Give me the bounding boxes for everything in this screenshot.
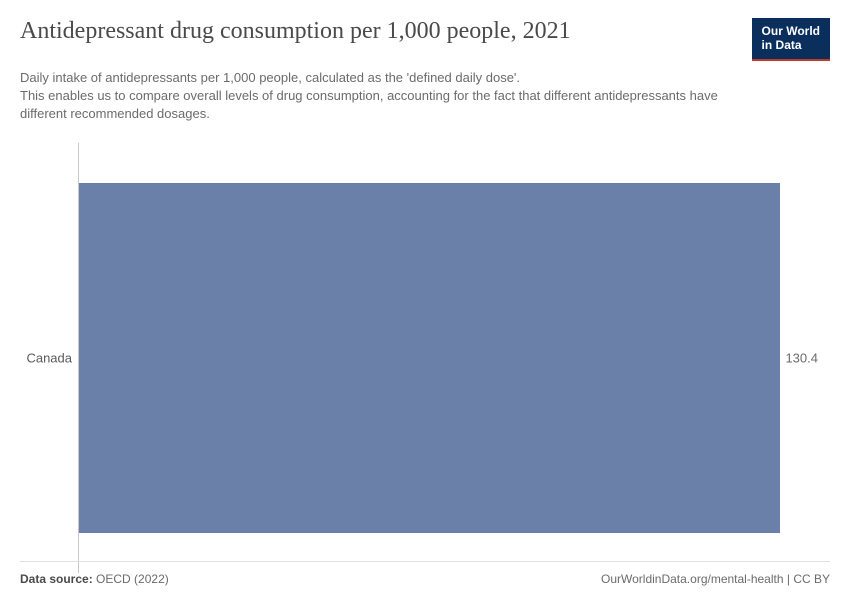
bar-container [79, 183, 780, 533]
value-label: 130.4 [785, 351, 818, 366]
chart-area: Canada 130.4 [20, 143, 830, 573]
chart-footer: Data source: OECD (2022) OurWorldinData.… [20, 561, 830, 586]
source-value: OECD (2022) [96, 572, 169, 586]
owid-logo: Our World in Data [752, 18, 830, 61]
data-source: Data source: OECD (2022) [20, 572, 169, 586]
category-label: Canada [20, 351, 72, 366]
source-label: Data source: [20, 572, 93, 586]
bar-canada [79, 183, 780, 533]
chart-subtitle: Daily intake of antidepressants per 1,00… [20, 69, 720, 124]
attribution: OurWorldinData.org/mental-health | CC BY [601, 572, 830, 586]
page-title: Antidepressant drug consumption per 1,00… [20, 18, 571, 45]
